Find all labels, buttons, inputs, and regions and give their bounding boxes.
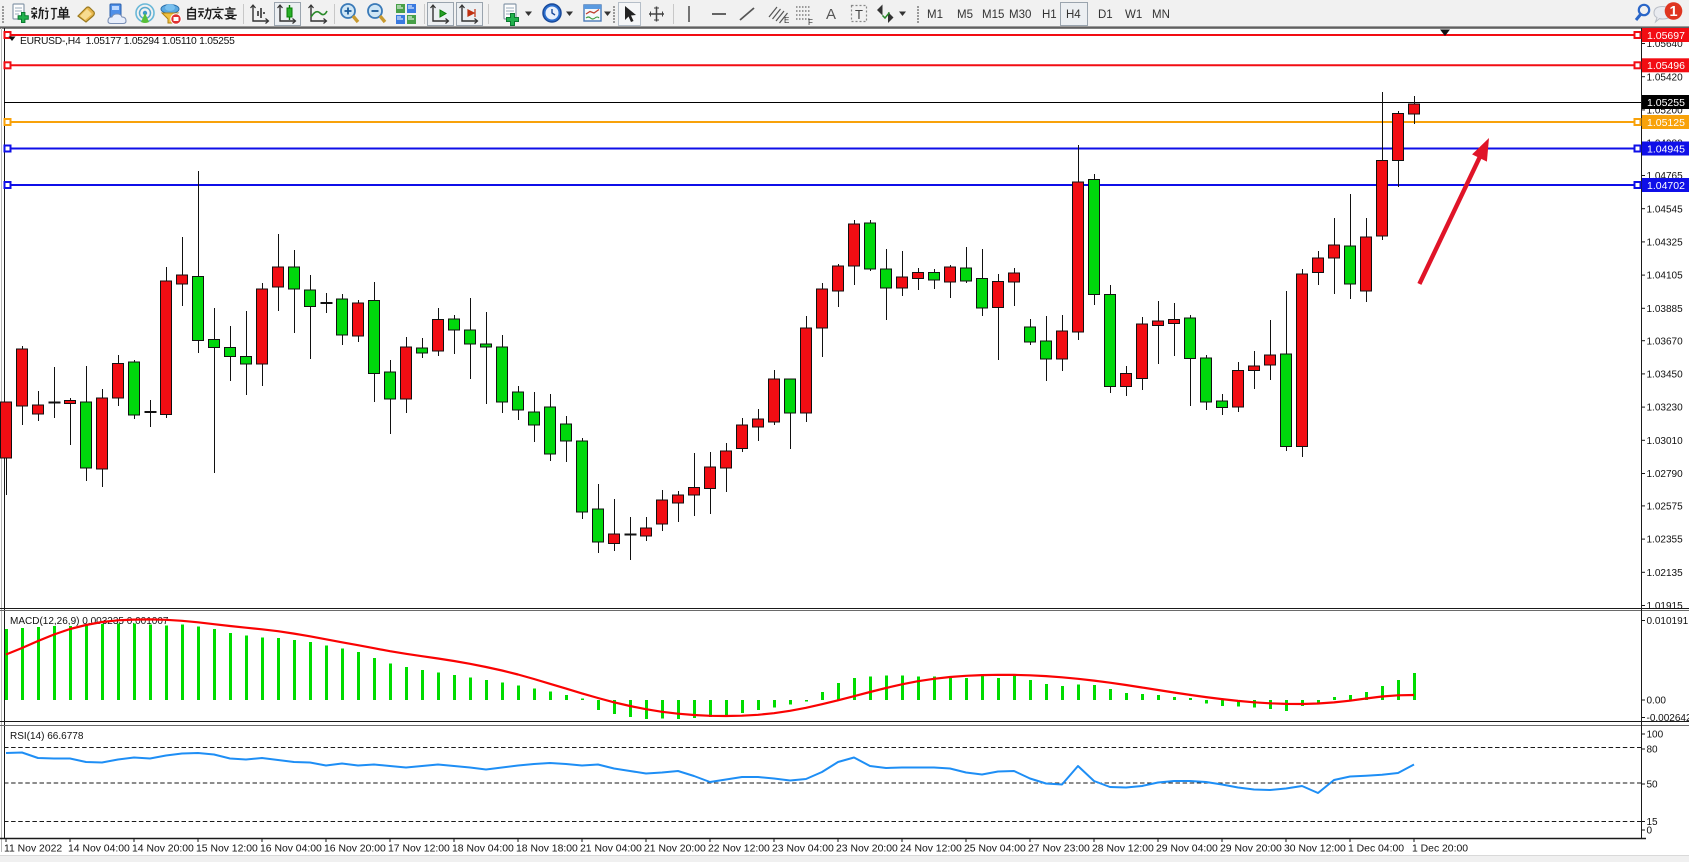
svg-text:H1: H1	[1042, 9, 1057, 21]
svg-text:1.05697: 1.05697	[1647, 30, 1685, 42]
svg-text:M5: M5	[957, 9, 973, 21]
svg-text:21 Nov 04:00: 21 Nov 04:00	[580, 844, 642, 855]
svg-text:1.03010: 1.03010	[1647, 436, 1684, 447]
svg-text:0.00: 0.00	[1647, 696, 1667, 707]
svg-text:1.03230: 1.03230	[1647, 403, 1684, 414]
svg-text:M30: M30	[1009, 9, 1031, 21]
svg-text:1.05200: 1.05200	[1647, 106, 1684, 117]
svg-text:23 Nov 04:00: 23 Nov 04:00	[772, 844, 834, 855]
svg-text:22 Nov 12:00: 22 Nov 12:00	[708, 844, 770, 855]
svg-text:50: 50	[1647, 780, 1659, 791]
svg-text:29 Nov 04:00: 29 Nov 04:00	[1156, 844, 1218, 855]
svg-text:1.05420: 1.05420	[1647, 72, 1684, 83]
svg-text:1.02575: 1.02575	[1647, 502, 1684, 513]
svg-text:14 Nov 20:00: 14 Nov 20:00	[132, 844, 194, 855]
svg-text:1.04325: 1.04325	[1647, 238, 1684, 249]
svg-text:29 Nov 20:00: 29 Nov 20:00	[1220, 844, 1282, 855]
svg-text:MN: MN	[1152, 9, 1170, 21]
svg-text:23 Nov 20:00: 23 Nov 20:00	[836, 844, 898, 855]
svg-text:1.03450: 1.03450	[1647, 370, 1684, 381]
svg-text:EURUSD-,H4 1.05177 1.05294 1.: EURUSD-,H4 1.05177 1.05294 1.05110 1.052…	[20, 36, 235, 47]
svg-text:1.05640: 1.05640	[1647, 39, 1684, 50]
svg-text:14 Nov 04:00: 14 Nov 04:00	[68, 844, 130, 855]
svg-text:E: E	[784, 16, 789, 25]
svg-text:1.04765: 1.04765	[1647, 171, 1684, 182]
svg-text:1.03670: 1.03670	[1647, 336, 1684, 347]
svg-text:RSI(14) 66.6778: RSI(14) 66.6778	[10, 731, 84, 742]
svg-text:F: F	[808, 18, 813, 27]
svg-text:1.02355: 1.02355	[1647, 535, 1684, 546]
svg-text:1.04702: 1.04702	[1647, 180, 1685, 192]
svg-text:1 Dec 20:00: 1 Dec 20:00	[1412, 844, 1468, 855]
svg-text:11 Nov 2022: 11 Nov 2022	[4, 844, 62, 855]
svg-text:1.02135: 1.02135	[1647, 568, 1684, 579]
svg-text:1.04105: 1.04105	[1647, 271, 1684, 282]
svg-text:T: T	[855, 7, 863, 22]
svg-text:M15: M15	[982, 9, 1004, 21]
svg-text:-0.002642: -0.002642	[1647, 713, 1689, 724]
svg-text:21 Nov 20:00: 21 Nov 20:00	[644, 844, 706, 855]
svg-text:24 Nov 12:00: 24 Nov 12:00	[900, 844, 962, 855]
svg-text:28 Nov 12:00: 28 Nov 12:00	[1092, 844, 1154, 855]
svg-text:1.05125: 1.05125	[1647, 117, 1685, 129]
svg-text:1.02790: 1.02790	[1647, 469, 1684, 480]
svg-text:18 Nov 18:00: 18 Nov 18:00	[516, 844, 578, 855]
svg-text:M1: M1	[927, 9, 943, 21]
svg-text:16 Nov 20:00: 16 Nov 20:00	[324, 844, 386, 855]
svg-text:W1: W1	[1125, 9, 1142, 21]
svg-text:80: 80	[1647, 745, 1659, 756]
svg-text:MACD(12,26,9) 0.003235 0.00100: MACD(12,26,9) 0.003235 0.001007	[10, 616, 169, 627]
svg-text:A: A	[826, 6, 836, 23]
svg-text:1.05255: 1.05255	[1647, 97, 1685, 109]
svg-text:30 Nov 12:00: 30 Nov 12:00	[1284, 844, 1346, 855]
svg-text:25 Nov 04:00: 25 Nov 04:00	[964, 844, 1026, 855]
svg-text:0.010191: 0.010191	[1647, 616, 1689, 627]
svg-text:27 Nov 23:00: 27 Nov 23:00	[1028, 844, 1090, 855]
svg-text:1.05496: 1.05496	[1647, 60, 1685, 72]
svg-text:D1: D1	[1098, 9, 1113, 21]
svg-text:15 Nov 12:00: 15 Nov 12:00	[196, 844, 258, 855]
svg-text:100: 100	[1647, 730, 1664, 741]
svg-text:1.01915: 1.01915	[1647, 601, 1684, 612]
svg-text:1.03885: 1.03885	[1647, 304, 1684, 315]
svg-text:1.04945: 1.04945	[1647, 143, 1685, 155]
svg-text:H4: H4	[1066, 9, 1081, 21]
svg-text:0: 0	[1647, 826, 1653, 837]
svg-text:18 Nov 04:00: 18 Nov 04:00	[452, 844, 514, 855]
svg-text:16 Nov 04:00: 16 Nov 04:00	[260, 844, 322, 855]
svg-text:1: 1	[1669, 4, 1677, 20]
svg-text:17 Nov 12:00: 17 Nov 12:00	[388, 844, 450, 855]
svg-text:1 Dec 04:00: 1 Dec 04:00	[1348, 844, 1404, 855]
svg-text:15: 15	[1647, 817, 1659, 828]
svg-text:1.04545: 1.04545	[1647, 204, 1684, 215]
